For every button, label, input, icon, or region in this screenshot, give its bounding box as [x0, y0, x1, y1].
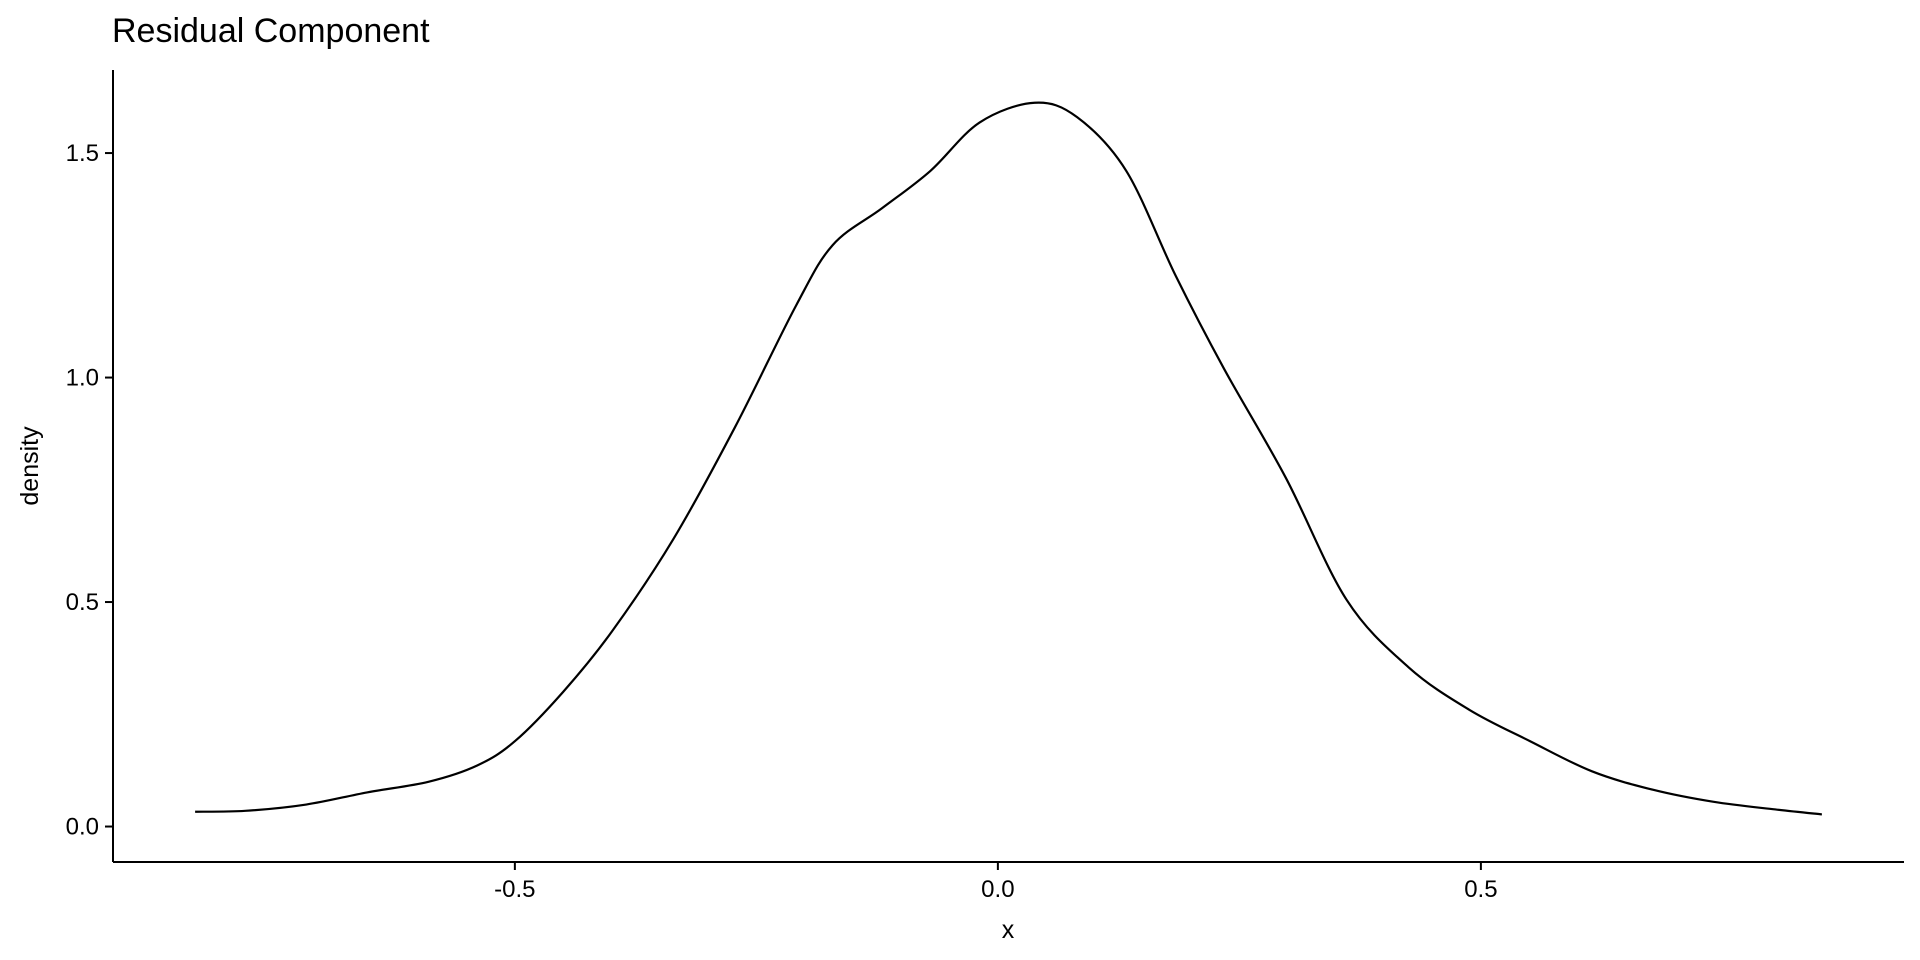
- chart-title: Residual Component: [112, 12, 430, 50]
- x-tick-label: 0.0: [981, 876, 1014, 903]
- y-tick-label: 1.5: [66, 140, 99, 167]
- y-tick-label: 0.5: [66, 589, 99, 616]
- y-tick-label: 1.0: [66, 365, 99, 392]
- x-tick-label: 0.5: [1464, 876, 1497, 903]
- x-tick-label: -0.5: [494, 876, 535, 903]
- x-axis-title: x: [1002, 916, 1015, 944]
- density-line: [195, 101, 1823, 816]
- y-axis-title: density: [16, 426, 44, 506]
- y-tick-label: 0.0: [66, 814, 99, 841]
